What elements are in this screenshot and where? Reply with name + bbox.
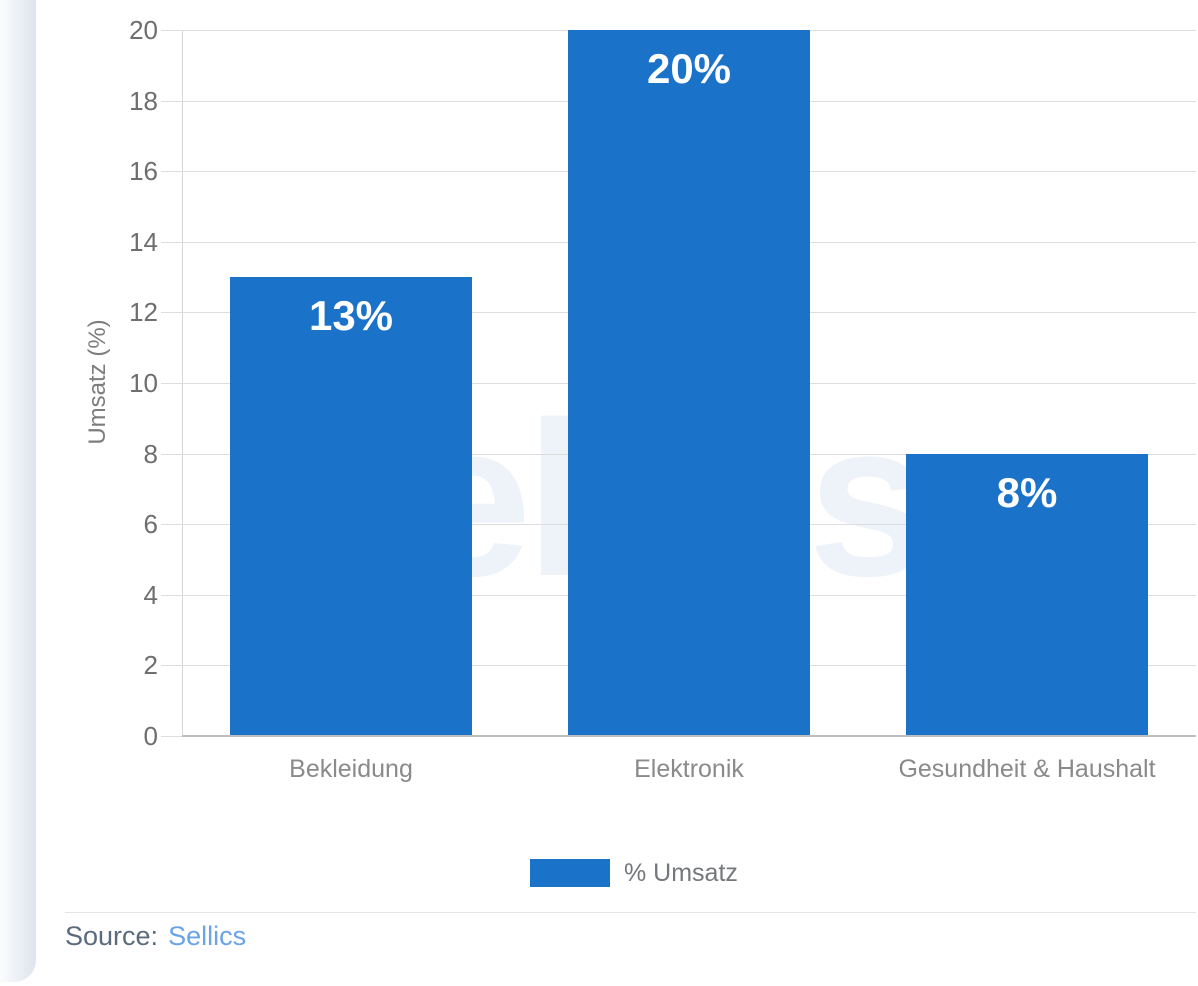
bar-value-label-bekleidung: 13% xyxy=(308,292,394,340)
legend-label: % Umsatz xyxy=(624,858,738,887)
bar-value-label-elektronik: 20% xyxy=(646,45,732,92)
y-tick-mark-4 xyxy=(161,594,182,596)
legend: % Umsatz xyxy=(530,858,738,888)
y-tick-label-14: 14 xyxy=(129,226,158,257)
legend-swatch-icon xyxy=(530,859,610,887)
y-tick-mark-10 xyxy=(161,383,182,384)
y-tick-mark-16 xyxy=(161,171,182,173)
y-tick-label-2: 2 xyxy=(143,650,158,681)
y-tick-label-0: 0 xyxy=(143,721,158,751)
source-label: Source: xyxy=(65,921,159,951)
y-tick-label-12: 12 xyxy=(129,297,158,328)
y-tick-mark-14 xyxy=(161,241,182,243)
y-tick-mark-20 xyxy=(161,30,182,31)
source-line: Source: Sellics xyxy=(65,921,246,952)
x-axis-label-bekleidung: Bekleidung xyxy=(289,755,413,783)
bar-gesundheit-haushalt xyxy=(906,453,1148,736)
left-edge-strip xyxy=(0,0,36,982)
bar-bekleidung xyxy=(230,277,472,736)
y-tick-label-18: 18 xyxy=(129,85,158,116)
y-tick-mark-8 xyxy=(161,453,182,455)
y-tick-label-8: 8 xyxy=(143,438,158,469)
y-tick-mark-18 xyxy=(161,100,182,102)
y-tick-mark-12 xyxy=(161,312,182,314)
y-tick-label-20: 20 xyxy=(129,15,158,45)
y-tick-mark-2 xyxy=(161,665,182,667)
y-tick-label-6: 6 xyxy=(143,509,158,540)
y-tick-label-16: 16 xyxy=(129,156,158,187)
x-axis-label-gesundheit-haushalt: Gesundheit & Haushalt xyxy=(898,755,1156,783)
bar-value-label-gesundheit-haushalt: 8% xyxy=(996,468,1058,516)
x-axis-baseline xyxy=(182,735,1196,737)
y-tick-label-4: 4 xyxy=(143,579,158,610)
bar-elektronik xyxy=(568,30,810,736)
source-link[interactable]: Sellics xyxy=(168,921,247,951)
footer-divider xyxy=(65,912,1196,913)
x-axis-label-elektronik: Elektronik xyxy=(634,755,744,783)
y-tick-mark-0 xyxy=(161,736,182,737)
y-tick-mark-6 xyxy=(161,524,182,526)
y-tick-label-10: 10 xyxy=(129,368,158,398)
